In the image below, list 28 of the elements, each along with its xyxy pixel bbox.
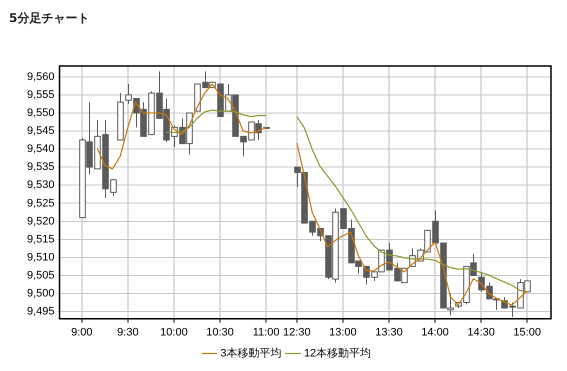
x-tick-label: 11:00 <box>252 326 280 338</box>
x-tick-label: 10:00 <box>160 326 188 338</box>
y-tick-label: 9,510 <box>26 251 55 264</box>
x-tick-label: 13:30 <box>375 326 403 338</box>
y-tick-label: 9,540 <box>26 143 55 156</box>
y-tick-label: 9,530 <box>26 179 55 192</box>
legend-label: 3本移動平均 <box>220 346 282 360</box>
x-tick-label: 10:30 <box>206 326 234 338</box>
y-tick-label: 9,550 <box>26 106 55 119</box>
x-tick-label: 15:00 <box>513 326 541 338</box>
x-tick-label: 12:30 <box>283 326 311 338</box>
y-tick-label: 9,515 <box>26 233 55 246</box>
y-tick-label: 9,560 <box>26 70 55 83</box>
y-tick-label: 9,555 <box>26 88 55 101</box>
y-tick-label: 9,545 <box>26 125 55 138</box>
y-tick-label: 9,495 <box>26 306 55 318</box>
x-tick-label: 9:00 <box>71 326 93 338</box>
x-tick-label: 14:00 <box>421 326 449 338</box>
y-tick-label: 9,525 <box>26 197 55 210</box>
y-tick-label: 9,535 <box>26 161 55 174</box>
y-tick-label: 9,500 <box>26 288 55 300</box>
legend-label: 12本移動平均 <box>304 346 372 360</box>
x-tick-label: 14:30 <box>467 326 495 338</box>
y-tick-label: 9,520 <box>26 215 55 228</box>
chart-title: 5分足チャート <box>9 10 90 27</box>
x-tick-label: 9:30 <box>117 326 139 338</box>
x-tick-label: 13:00 <box>329 326 357 338</box>
y-tick-label: 9,505 <box>26 269 55 282</box>
